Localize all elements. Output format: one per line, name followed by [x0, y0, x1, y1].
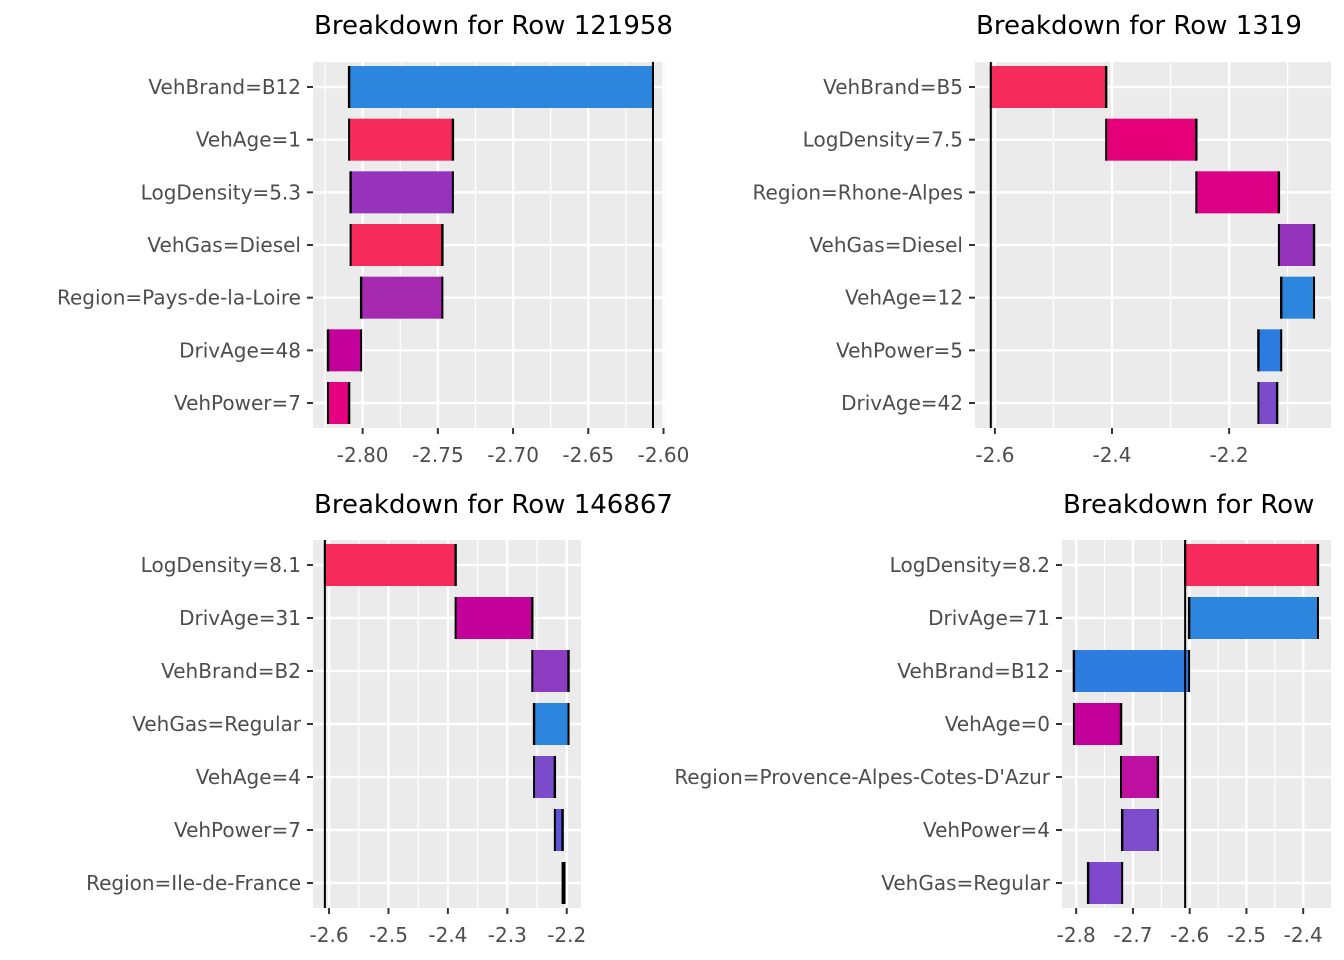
bar-region-provence-alpes-cotes-d-azur [1121, 756, 1158, 798]
x-tick-label: -2.75 [412, 443, 464, 467]
y-category-label: LogDensity=8.2 [890, 553, 1050, 577]
bar-vehgas-diesel [1278, 224, 1315, 266]
y-category-label: LogDensity=7.5 [803, 128, 963, 152]
x-tick-label: -2.2 [547, 923, 586, 947]
bar-vehbrand-b2 [532, 650, 569, 692]
bar-logdensity-8-2 [1185, 544, 1318, 586]
bar-vehgas-diesel [350, 224, 443, 266]
panel-title: Breakdown for Row [1063, 490, 1314, 520]
y-category-label: Region=Provence-Alpes-Cotes-D'Azur [674, 765, 1050, 789]
bar-vehbrand-b5 [990, 66, 1107, 108]
y-category-label: VehPower=7 [174, 391, 301, 415]
bar-vehpower-7 [554, 809, 563, 851]
y-category-label: VehBrand=B2 [161, 659, 301, 683]
bar-logdensity-7-5 [1106, 118, 1197, 161]
x-tick-label: -2.5 [1227, 923, 1266, 947]
y-category-label: DrivAge=31 [179, 606, 301, 630]
x-tick-label: -2.7 [1113, 923, 1152, 947]
bar-vehpower-5 [1258, 329, 1282, 372]
x-tick-label: -2.4 [1284, 923, 1323, 947]
bar-region-pays-de-la-loire [361, 276, 443, 319]
bar-vehage-1 [349, 118, 453, 161]
x-tick-label: -2.4 [428, 923, 467, 947]
x-tick-label: -2.3 [488, 923, 527, 947]
bar-logdensity-5-3 [350, 171, 453, 214]
panel-4: -2.8 -2.7 -2.6 -2.5 -2.4 LogDensity=8.2 DrivAg… [674, 490, 1331, 947]
x-tick-label: -2.4 [1092, 443, 1131, 467]
x-tick-label: -2.6 [1170, 923, 1209, 947]
x-tick-label: -2.80 [337, 443, 389, 467]
x-tick-label: -2.6 [975, 443, 1014, 467]
y-category-label: VehAge=1 [196, 128, 301, 152]
y-category-label: Region=Rhone-Alpes [753, 180, 963, 204]
y-category-label: VehPower=4 [923, 818, 1050, 842]
x-tick-label: -2.2 [1210, 443, 1249, 467]
y-category-label: VehBrand=B5 [823, 75, 963, 99]
panel-title: Breakdown for Row 121958 [314, 11, 673, 41]
y-category-label: DrivAge=48 [179, 338, 301, 362]
bar-vehbrand-b12 [1073, 650, 1190, 692]
x-tick-label: -2.5 [369, 923, 408, 947]
y-category-label: DrivAge=71 [928, 606, 1050, 630]
x-tick-label: -2.6 [310, 923, 349, 947]
bar-logdensity-8-1 [324, 544, 456, 586]
x-tick-label: -2.65 [562, 443, 614, 467]
panel-1: -2.80 -2.75 -2.70 -2.65 -2.60 VehBrand=B12 Veh… [57, 11, 689, 467]
bar-region-rhone-alpes [1196, 171, 1279, 214]
bar-vehage-0 [1073, 703, 1122, 745]
y-category-label: VehGas=Diesel [147, 233, 301, 257]
bar-vehpower-4 [1122, 809, 1158, 851]
y-category-label: VehAge=4 [196, 765, 301, 789]
x-tick-label: -2.8 [1057, 923, 1096, 947]
y-category-label: VehGas=Diesel [809, 233, 963, 257]
panel-3: -2.6 -2.5 -2.4 -2.3 -2.2 LogDensity=8.1 DrivAg… [86, 490, 673, 947]
y-category-label: Region=Ile-de-France [86, 871, 301, 895]
y-category-label: VehPower=7 [174, 818, 301, 842]
y-category-label: VehAge=0 [945, 712, 1050, 736]
y-category-label: VehAge=12 [845, 286, 963, 310]
x-tick-label: -2.70 [487, 443, 539, 467]
bar-vehpower-7 [328, 382, 350, 424]
x-tick-label: -2.60 [638, 443, 690, 467]
bar-vehage-4 [534, 756, 555, 798]
y-category-label: VehGas=Regular [881, 871, 1051, 895]
y-category-label: LogDensity=5.3 [141, 180, 301, 204]
bar-drivage-48 [328, 329, 362, 372]
y-category-label: VehBrand=B12 [148, 75, 301, 99]
bar-vehbrand-b12 [349, 66, 653, 108]
bar-drivage-71 [1189, 597, 1318, 639]
y-category-label: Region=Pays-de-la-Loire [57, 286, 301, 310]
y-category-label: LogDensity=8.1 [141, 553, 301, 577]
panel-2: -2.6 -2.4 -2.2 VehBrand=B5 LogDensity=7.5 Reg… [753, 11, 1331, 467]
bar-drivage-31 [455, 597, 533, 639]
panel-title: Breakdown for Row 146867 [314, 490, 673, 520]
y-category-label: VehPower=5 [836, 338, 963, 362]
bar-vehgas-regular [534, 703, 569, 745]
y-category-label: DrivAge=42 [841, 391, 963, 415]
bar-vehage-12 [1281, 276, 1315, 319]
bar-drivage-42 [1258, 382, 1278, 424]
y-category-label: VehGas=Regular [132, 712, 302, 736]
y-category-label: VehBrand=B12 [897, 659, 1050, 683]
panel-title: Breakdown for Row 1319 [976, 11, 1302, 41]
bar-vehgas-regular [1088, 862, 1123, 904]
